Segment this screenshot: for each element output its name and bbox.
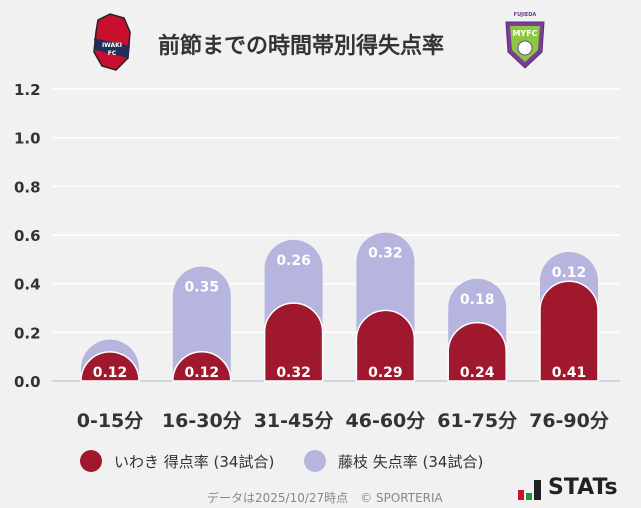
data-label-iwaki: 0.12	[93, 365, 128, 381]
x-category-label: 46-60分	[346, 410, 426, 432]
data-label-fujieda: 0.18	[460, 292, 495, 308]
y-tick-label: 0.0	[14, 373, 41, 391]
bar-iwaki	[80, 351, 140, 382]
svg-text:IWAKI: IWAKI	[102, 42, 122, 49]
svg-text:FC: FC	[108, 50, 117, 57]
iwaki-logo: IWAKI FC	[92, 12, 132, 76]
y-tick-label: 0.2	[14, 324, 41, 342]
data-label-iwaki: 0.29	[368, 365, 403, 381]
y-tick-label: 0.8	[14, 178, 41, 196]
chart-area: 0.0 0.2 0.4 0.6 0.8 1.0 1.2 0.12 0-15分 0.12 0.35 16…	[14, 81, 620, 432]
legend-swatch-red	[80, 450, 102, 472]
x-category-label: 16-30分	[162, 410, 242, 432]
data-label-fujieda: 0.32	[368, 246, 403, 262]
y-tick-label: 1.2	[14, 81, 41, 99]
x-category-label: 31-45分	[254, 410, 334, 432]
data-label-iwaki: 0.32	[276, 365, 311, 381]
data-label-fujieda: 0.26	[276, 253, 311, 269]
x-category-label: 0-15分	[77, 410, 144, 432]
y-tick-label: 0.6	[14, 227, 41, 245]
legend-label: 藤枝 失点率 (34試合)	[338, 452, 484, 471]
legend-item-fujieda: 藤枝 失点率 (34試合)	[304, 450, 483, 472]
legend-label: いわき 得点率 (34試合)	[114, 452, 275, 471]
data-label-iwaki: 0.12	[185, 365, 220, 381]
footer-note: データは2025/10/27時点 © SPORTERIA	[207, 491, 443, 505]
x-category-label: 76-90分	[529, 410, 609, 432]
data-label-iwaki: 0.41	[552, 365, 587, 381]
y-tick-label: 0.4	[14, 276, 41, 294]
stats-logo-icon	[518, 480, 541, 500]
data-label-fujieda: 0.35	[185, 280, 220, 296]
stats-brand-text: STATs	[548, 475, 618, 500]
fujieda-logo: FUJIEDA MYFC	[500, 10, 550, 76]
data-label-fujieda: 0.12	[552, 265, 587, 281]
svg-text:MYFC: MYFC	[512, 29, 537, 38]
chart-title: 前節までの時間帯別得失点率	[158, 34, 445, 59]
bar-fujieda	[172, 266, 231, 381]
stats-brand: STATs	[518, 475, 618, 500]
x-category-label: 61-75分	[437, 410, 517, 432]
bar-iwaki	[447, 321, 507, 382]
legend-swatch-purple	[304, 450, 326, 472]
bar-iwaki	[172, 351, 232, 382]
legend-item-iwaki: いわき 得点率 (34試合)	[80, 450, 274, 472]
y-tick-label: 1.0	[14, 130, 41, 148]
svg-text:FUJIEDA: FUJIEDA	[514, 12, 537, 18]
bar-iwaki	[355, 309, 416, 382]
data-label-iwaki: 0.24	[460, 365, 495, 381]
bar-iwaki	[539, 280, 599, 382]
bar-iwaki	[263, 302, 324, 382]
